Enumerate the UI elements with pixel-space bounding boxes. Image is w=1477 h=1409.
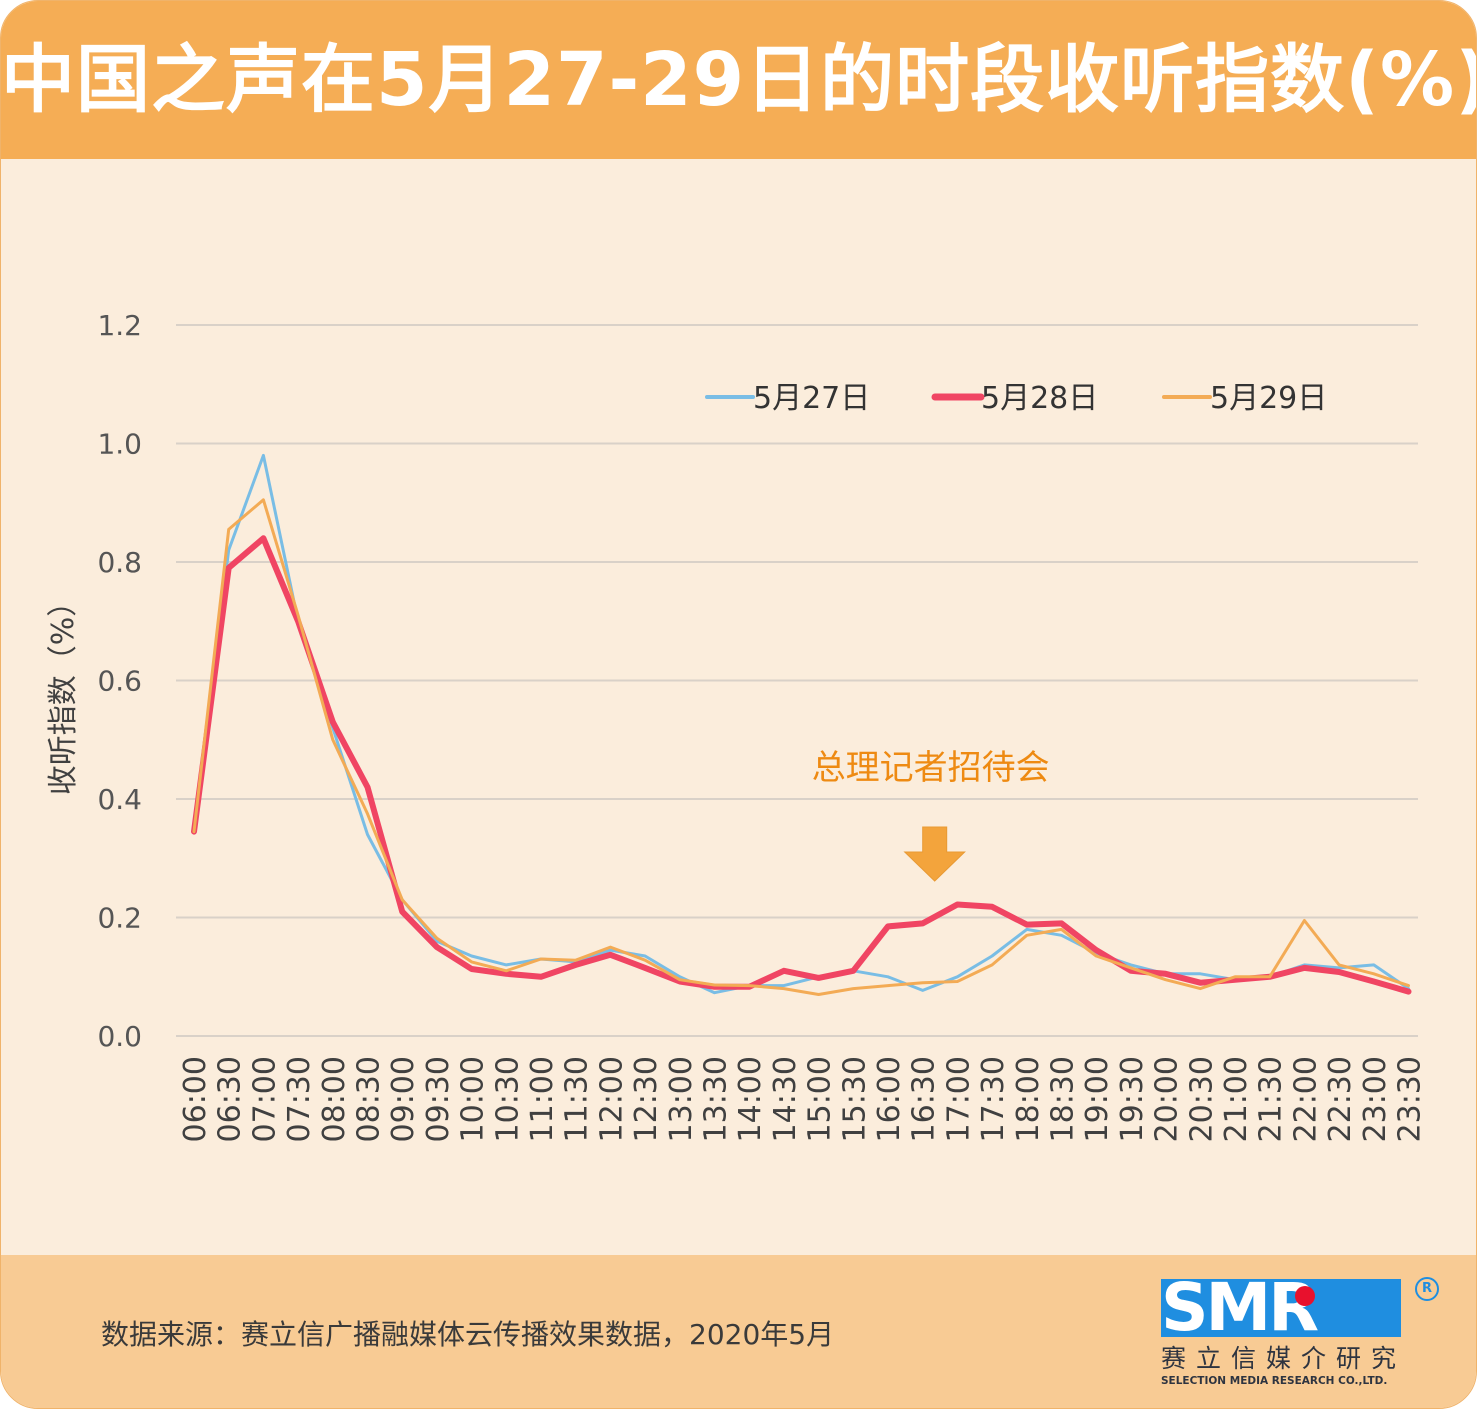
series-line-2	[191, 535, 1412, 995]
x-tick-label: 17:00	[941, 1056, 976, 1142]
series-line-3	[192, 498, 1410, 996]
footer-bar: 数据来源：赛立信广播融媒体云传播效果数据，2020年5月 SMR R 赛立信媒介…	[1, 1255, 1476, 1408]
series-line-1	[192, 453, 1410, 995]
x-tick-label: 07:00	[247, 1056, 282, 1142]
x-tick-label: 15:30	[837, 1056, 872, 1142]
x-tick-label: 19:30	[1115, 1056, 1150, 1142]
x-tick-label: 12:00	[594, 1056, 629, 1142]
y-tick-label: 0.8	[97, 546, 142, 579]
x-tick-label: 21:00	[1219, 1056, 1254, 1142]
smr-logo: SMR R 赛立信媒介研究 SELECTION MEDIA RESEARCH C…	[1161, 1269, 1451, 1397]
y-tick-label: 1.2	[97, 309, 142, 342]
x-tick-label: 11:30	[560, 1056, 595, 1142]
x-tick-label: 08:00	[317, 1056, 352, 1142]
y-tick-label: 1.0	[97, 428, 142, 461]
y-tick-label: 0.4	[97, 783, 142, 816]
x-tick-label: 17:30	[976, 1056, 1011, 1142]
x-tick-label: 11:00	[525, 1056, 560, 1142]
logo-name-cn: 赛立信媒介研究	[1161, 1344, 1407, 1373]
x-tick-label: 06:30	[213, 1056, 248, 1142]
registered-icon: R	[1415, 1277, 1439, 1301]
x-tick-label: 23:00	[1358, 1056, 1393, 1142]
y-tick-label: 0.6	[97, 665, 142, 698]
x-tick-label: 14:00	[733, 1056, 768, 1142]
x-tick-label: 08:30	[352, 1056, 387, 1142]
x-tick-label: 23:30	[1393, 1056, 1428, 1142]
header-banner: 中国之声在5月27-29日的时段收听指数(%)	[1, 1, 1476, 159]
down-arrow-icon	[903, 826, 966, 882]
x-tick-label: 19:00	[1080, 1056, 1115, 1142]
x-tick-label: 20:30	[1184, 1056, 1219, 1142]
x-tick-label: 09:30	[421, 1056, 456, 1142]
x-tick-label: 13:30	[699, 1056, 734, 1142]
x-tick-label: 09:00	[386, 1056, 421, 1142]
x-tick-label: 12:30	[629, 1056, 664, 1142]
x-tick-label: 06:00	[178, 1056, 213, 1142]
x-tick-label: 22:00	[1288, 1056, 1323, 1142]
data-source-note: 数据来源：赛立信广播融媒体云传播效果数据，2020年5月	[101, 1318, 835, 1351]
chart-title: 中国之声在5月27-29日的时段收听指数(%)	[1, 37, 1477, 123]
y-axis-label: 收听指数（%）	[46, 587, 81, 796]
x-tick-label: 18:00	[1011, 1056, 1046, 1142]
y-tick-label: 0.0	[97, 1020, 142, 1053]
y-tick-label: 0.2	[97, 902, 142, 935]
legend-label: 5月28日	[981, 381, 1098, 416]
x-tick-label: 10:30	[490, 1056, 525, 1142]
logo-red-dot	[1295, 1286, 1315, 1306]
legend-label: 5月29日	[1210, 381, 1327, 416]
x-tick-label: 15:00	[803, 1056, 838, 1142]
x-tick-label: 22:30	[1323, 1056, 1358, 1142]
logo-blue-block	[1161, 1279, 1401, 1337]
x-tick-label: 20:00	[1150, 1056, 1185, 1142]
x-tick-label: 07:30	[282, 1056, 317, 1142]
x-tick-label: 10:00	[456, 1056, 491, 1142]
x-tick-label: 16:00	[872, 1056, 907, 1142]
logo-mark-text: SMR	[1161, 1269, 1319, 1346]
x-tick-label: 13:00	[664, 1056, 699, 1142]
annotation-label: 总理记者招待会	[812, 748, 1050, 788]
x-tick-label: 14:30	[768, 1056, 803, 1142]
legend-label: 5月27日	[753, 381, 870, 416]
logo-name-en: SELECTION MEDIA RESEARCH CO.,LTD.	[1161, 1375, 1388, 1387]
x-tick-label: 18:30	[1046, 1056, 1081, 1142]
x-tick-label: 21:30	[1254, 1056, 1289, 1142]
x-tick-label: 16:30	[907, 1056, 942, 1142]
